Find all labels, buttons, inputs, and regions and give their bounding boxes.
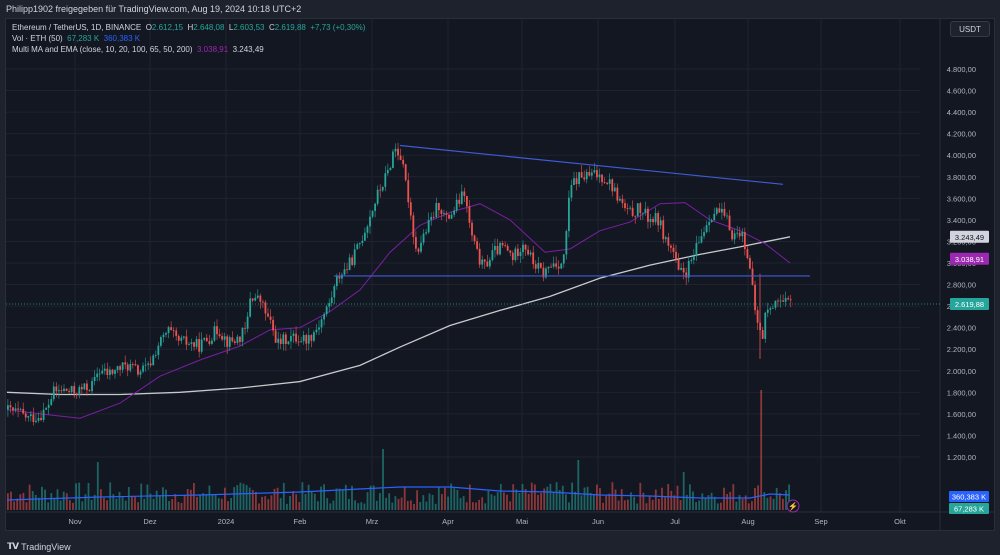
open-value: 2.612,15 (151, 23, 184, 32)
legend-ma-row[interactable]: Multi MA and EMA (close, 10, 20, 100, 65… (12, 44, 365, 55)
chart-pane[interactable] (5, 18, 995, 531)
time-axis-label: Feb (294, 517, 307, 526)
svg-text:67,283 K: 67,283 K (954, 505, 984, 514)
price-axis-label: 2.400,00 (947, 324, 976, 333)
legend-symbol-row[interactable]: Ethereum / TetherUS, 1D, BINANCE O2.612,… (12, 23, 366, 32)
price-axis-label: 1.800,00 (947, 388, 976, 397)
svg-text:360,383 K: 360,383 K (952, 493, 986, 502)
chart-legend: Ethereum / TetherUS, 1D, BINANCE O2.612,… (12, 22, 365, 55)
currency-button[interactable]: USDT (950, 21, 990, 37)
svg-text:2.619,88: 2.619,88 (955, 300, 984, 309)
price-axis-label: 3.800,00 (947, 173, 976, 182)
share-header: Philipp1902 freigegeben für TradingView.… (0, 0, 1000, 18)
upper-resistance-trendline[interactable] (399, 144, 784, 185)
price-axis-label: 4.800,00 (947, 65, 976, 74)
price-axis-label: 2.000,00 (947, 367, 976, 376)
volume-title: Vol · ETH (50) (12, 34, 63, 43)
svg-text:⚡: ⚡ (788, 501, 798, 511)
time-axis-label: Aug (741, 517, 754, 526)
lightning-icon[interactable]: ⚡ (786, 499, 800, 513)
price-tag: 3.038,91 (950, 252, 989, 265)
time-axis-label: Apr (442, 517, 454, 526)
ma-title: Multi MA and EMA (close, 10, 20, 100, 65… (12, 45, 193, 54)
symbol-name: Ethereum / TetherUS, 1D, BINANCE (12, 23, 142, 32)
footer (0, 531, 1000, 555)
price-axis-label: 2.800,00 (947, 281, 976, 290)
volume-tag: 67,283 K (949, 503, 989, 514)
price-axis-label: 1.400,00 (947, 431, 976, 440)
time-axis-label: Dez (143, 517, 157, 526)
price-tag: 3.243,49 (950, 230, 989, 243)
ma-value-purple: 3.038,91 (197, 45, 229, 54)
price-axis-label: 3.600,00 (947, 194, 976, 203)
time-axis-label: Jul (670, 517, 680, 526)
price-axis-label: 4.400,00 (947, 108, 976, 117)
time-axis-label: Sep (814, 517, 827, 526)
volume-bars (7, 390, 790, 510)
ma-value-white: 3.243,49 (232, 45, 264, 54)
close-value: 2.619,88 (274, 23, 306, 32)
time-axis-label: Nov (68, 517, 82, 526)
share-text: Philipp1902 freigegeben für TradingView.… (6, 4, 302, 14)
price-axis-label: 2.200,00 (947, 345, 976, 354)
svg-text:3.038,91: 3.038,91 (955, 255, 984, 264)
price-axis-label: 1.600,00 (947, 410, 976, 419)
change-value: +7,73 (+0,30%) (310, 23, 366, 32)
volume-tag: 360,383 K (949, 491, 989, 502)
low-value: 2.603,53 (233, 23, 265, 32)
high-value: 2.648,08 (193, 23, 225, 32)
volume-value: 67,283 K (67, 34, 100, 43)
tradingview-logo[interactable]: 𝗧𝗩 TradingView (7, 541, 71, 552)
price-axis-label: 1.200,00 (947, 453, 976, 462)
time-axis-label: 2024 (218, 517, 235, 526)
price-axis-label: 4.600,00 (947, 87, 976, 96)
time-axis[interactable]: Nov Dez 2024 Feb Mrz Apr Mai Jun Jul Aug Sep Okt (68, 517, 906, 526)
legend-volume-row[interactable]: Vol · ETH (50) 67,283 K 360,383 K (12, 33, 365, 44)
time-axis-label: Mrz (366, 517, 379, 526)
volume-ma-line (6, 486, 791, 501)
price-axis-label: 4.200,00 (947, 130, 976, 139)
time-axis-label: Okt (894, 517, 907, 526)
time-axis-label: Mai (516, 517, 528, 526)
volume-ma-value: 360,383 K (103, 34, 141, 43)
tradingview-logo-text: TradingView (21, 541, 71, 552)
time-axis-label: Jun (592, 517, 604, 526)
tradingview-logo-icon: 𝗧𝗩 (7, 541, 19, 551)
ma-purple-line (6, 202, 791, 419)
ma-white-line (6, 236, 791, 396)
price-tag: 2.619,88 (950, 297, 989, 310)
svg-text:3.243,49: 3.243,49 (955, 233, 984, 242)
price-axis-label: 3.400,00 (947, 216, 976, 225)
candlesticks (7, 142, 792, 426)
price-axis-label: 4.000,00 (947, 151, 976, 160)
